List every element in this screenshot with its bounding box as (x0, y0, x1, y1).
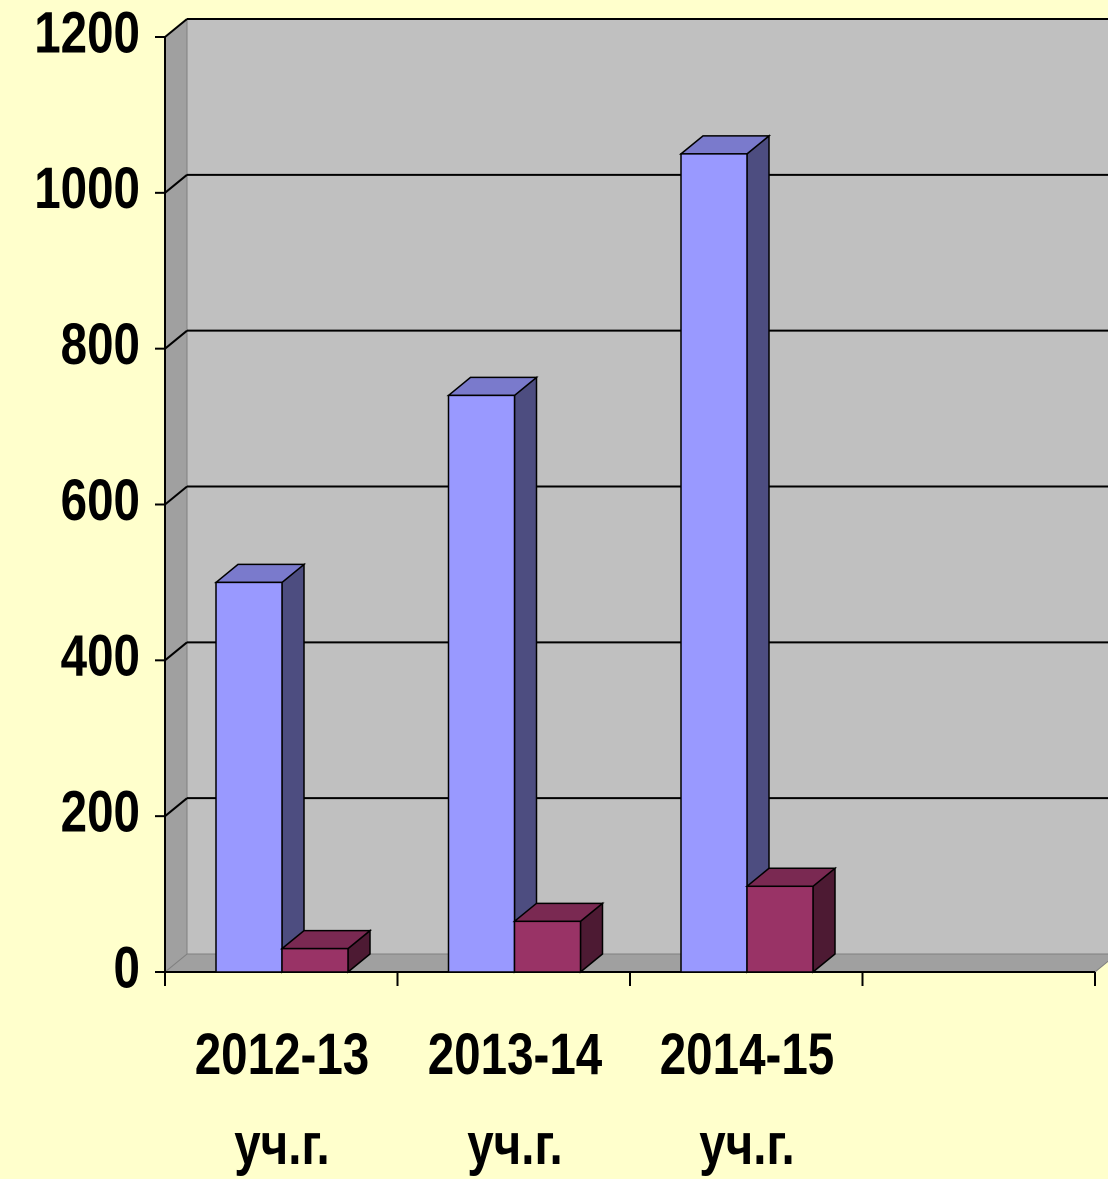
x-tick-label: 2012-13 уч.г. (194, 1022, 370, 1177)
bar-side (281, 562, 305, 974)
y-tick-label: 200 (61, 780, 140, 845)
y-tick-label: 800 (61, 313, 140, 378)
y-tick-label: 1200 (34, 1, 140, 66)
grid-line-side (164, 329, 188, 350)
grid-line-side (164, 485, 188, 506)
bar (281, 947, 349, 973)
bar (680, 153, 748, 973)
bar (746, 885, 814, 973)
y-tick-label: 1000 (34, 157, 140, 222)
bar (447, 394, 516, 973)
grid-line-side (164, 641, 188, 662)
y-tick-label: 400 (61, 624, 140, 689)
grid-line-side (164, 18, 188, 38)
x-tick-label: 2013-14 уч.г. (427, 1022, 602, 1177)
bar-side (746, 134, 770, 974)
y-tick-label: 0 (114, 936, 140, 1001)
grid-line-side (164, 174, 188, 194)
bar (215, 581, 283, 973)
x-tick-label: 2014-15 уч.г. (659, 1022, 835, 1177)
y-tick-label: 600 (61, 468, 140, 533)
grid-line-side (164, 797, 188, 817)
bar-side (513, 375, 538, 974)
bar (513, 920, 582, 973)
